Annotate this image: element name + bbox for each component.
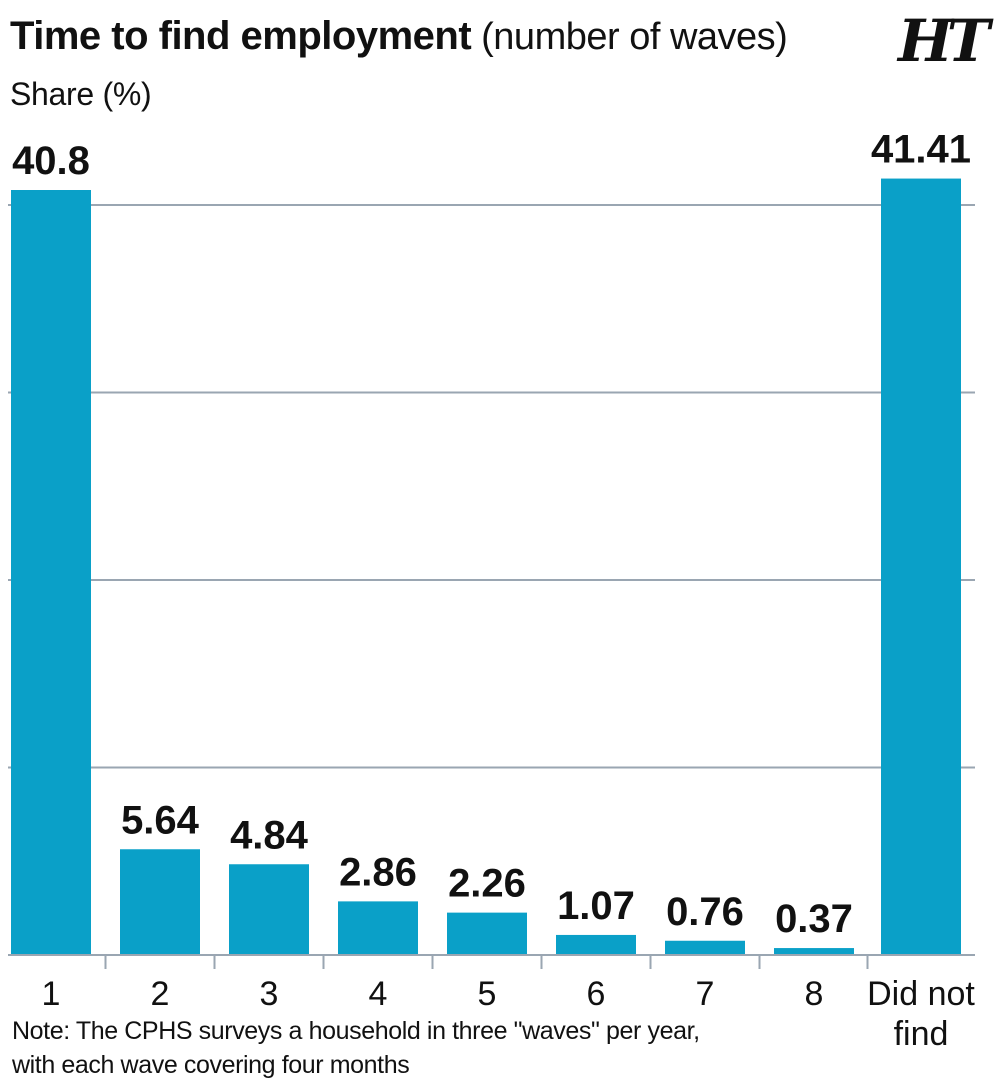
category-label: 7 — [696, 975, 715, 1013]
value-label: 4.84 — [230, 813, 309, 857]
bar — [665, 940, 745, 955]
y-axis-label: Share (%) — [10, 76, 152, 112]
value-label: 2.86 — [339, 850, 417, 894]
category-label: 5 — [478, 975, 497, 1013]
bar — [338, 901, 418, 955]
bar-chart: 40.8 5.64 4.84 2.86 2.26 1.07 0.76 0.37 41.41 1 2 3… — [8, 128, 975, 1053]
bar — [556, 934, 636, 955]
category-label: 2 — [151, 975, 170, 1013]
category-label: 8 — [805, 975, 824, 1013]
category-label: 1 — [42, 975, 61, 1013]
value-label: 41.41 — [871, 128, 971, 172]
bar — [120, 849, 200, 955]
chart-title-main: Time to find employment — [10, 14, 472, 58]
value-label: 1.07 — [557, 884, 635, 928]
ht-logo: HT — [898, 7, 990, 75]
footnote-line-1: Note: The CPHS surveys a household in th… — [12, 1017, 700, 1045]
category-label: 3 — [260, 975, 279, 1013]
footnote: Note: The CPHS surveys a household in th… — [12, 1014, 772, 1082]
value-label: 40.8 — [12, 139, 90, 183]
chart-title: Time to find employment (number of waves) — [10, 14, 870, 74]
category-label: find — [894, 1015, 949, 1053]
value-label: 5.64 — [121, 798, 200, 842]
value-label: 2.26 — [448, 862, 526, 906]
value-label: 0.37 — [775, 897, 853, 941]
bar — [774, 948, 854, 955]
chart-title-suffix: (number of waves) — [481, 16, 788, 58]
category-label: 6 — [587, 975, 606, 1013]
bar — [447, 912, 527, 955]
category-label: 4 — [369, 975, 388, 1013]
bar — [229, 864, 309, 955]
value-label: 0.76 — [666, 890, 744, 934]
bar — [11, 190, 91, 955]
footnote-line-2: with each wave covering four months — [12, 1051, 410, 1079]
category-label: Did not — [867, 975, 975, 1013]
bar — [881, 178, 961, 955]
